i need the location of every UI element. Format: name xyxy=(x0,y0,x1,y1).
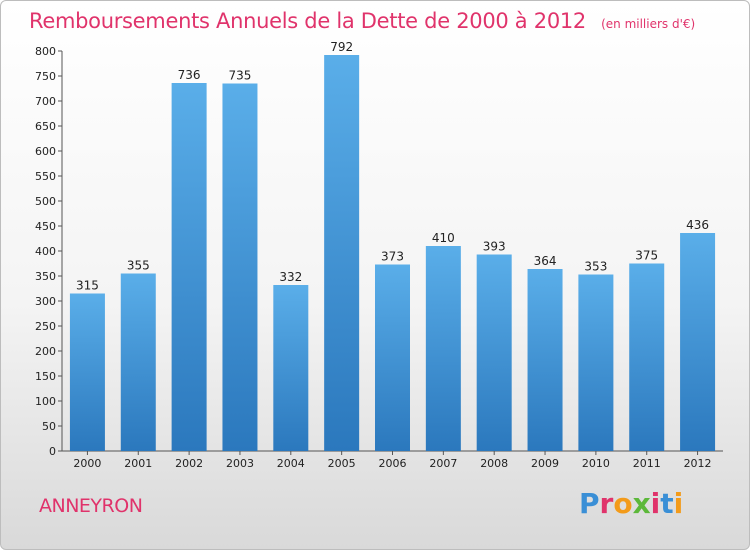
y-tick-label: 250 xyxy=(35,320,56,333)
x-tick-label-2008: 2008 xyxy=(480,457,508,470)
bar-2007 xyxy=(425,246,461,451)
city-name: ANNEYRON xyxy=(39,495,143,517)
y-tick-label: 150 xyxy=(35,370,56,383)
chart-bars xyxy=(69,55,716,451)
bar-2002 xyxy=(171,83,207,451)
y-tick-label: 550 xyxy=(35,170,56,183)
bar-2003 xyxy=(222,83,258,451)
value-label-2003: 735 xyxy=(229,69,252,83)
y-tick-label: 500 xyxy=(35,195,56,208)
value-label-2001: 355 xyxy=(127,259,150,273)
chart-axes: 0 50 100 150 200 250 300 350 400 450 500 550 600 650 7… xyxy=(35,45,723,458)
value-label-2005: 792 xyxy=(330,40,353,54)
y-tick-label: 600 xyxy=(35,145,56,158)
bar-2001 xyxy=(120,273,156,451)
y-tick-label: 300 xyxy=(35,295,56,308)
bar-2012 xyxy=(680,233,716,451)
x-tick-label-2005: 2005 xyxy=(328,457,356,470)
value-label-2011: 375 xyxy=(635,249,658,263)
x-tick-label-2004: 2004 xyxy=(277,457,305,470)
value-label-2009: 364 xyxy=(534,254,557,268)
y-tick-label: 400 xyxy=(35,245,56,258)
bar-2010 xyxy=(578,274,614,451)
bar-2005 xyxy=(324,55,360,451)
x-tick-label-2009: 2009 xyxy=(531,457,559,470)
x-tick-label-2007: 2007 xyxy=(429,457,457,470)
y-tick-label: 800 xyxy=(35,45,56,58)
value-label-2012: 436 xyxy=(686,218,709,232)
x-tick-label-2006: 2006 xyxy=(379,457,407,470)
y-tick-label: 50 xyxy=(42,420,56,433)
y-tick-label: 0 xyxy=(49,445,56,458)
bar-2009 xyxy=(527,269,563,451)
logo-letter: i xyxy=(673,487,684,520)
x-tick-label-2003: 2003 xyxy=(226,457,254,470)
y-tick-label: 750 xyxy=(35,70,56,83)
value-label-2007: 410 xyxy=(432,231,455,245)
x-tick-label-2001: 2001 xyxy=(124,457,152,470)
chart-title-block: Remboursements Annuels de la Dette de 20… xyxy=(29,9,695,33)
proxiti-logo: Proxiti xyxy=(579,487,683,520)
chart-subtitle: (en milliers d'€) xyxy=(601,17,696,31)
x-tick-label-2000: 2000 xyxy=(73,457,101,470)
logo-letter: i xyxy=(650,487,661,520)
bar-2004 xyxy=(273,285,309,451)
x-tick-label-2012: 2012 xyxy=(684,457,712,470)
y-tick-label: 350 xyxy=(35,270,56,283)
logo-letter: t xyxy=(660,487,674,520)
y-tick-label: 450 xyxy=(35,220,56,233)
y-tick-label: 650 xyxy=(35,120,56,133)
bar-2006 xyxy=(375,264,410,451)
value-label-2008: 393 xyxy=(483,240,506,254)
logo-letter: o xyxy=(613,487,633,520)
logo-letter: r xyxy=(599,487,614,520)
value-label-2002: 736 xyxy=(178,68,201,82)
y-tick-label: 700 xyxy=(35,95,56,108)
y-tick-label: 100 xyxy=(35,395,56,408)
value-label-2000: 315 xyxy=(76,279,99,293)
x-tick-label-2010: 2010 xyxy=(582,457,610,470)
chart-labels: 2000 315 2001 355 2002 736 2003 735 2004 332 2005 7… xyxy=(73,40,711,470)
bar-2008 xyxy=(476,254,512,451)
value-label-2006: 373 xyxy=(381,250,404,264)
value-label-2004: 332 xyxy=(279,270,302,284)
bar-2000 xyxy=(69,293,105,451)
bar-2011 xyxy=(629,263,665,451)
logo-letter: P xyxy=(579,487,600,520)
value-label-2010: 353 xyxy=(584,260,607,274)
y-tick-label: 200 xyxy=(35,345,56,358)
x-tick-label-2011: 2011 xyxy=(633,457,661,470)
x-tick-label-2002: 2002 xyxy=(175,457,203,470)
logo-letter: x xyxy=(632,487,651,520)
chart-title: Remboursements Annuels de la Dette de 20… xyxy=(29,9,586,33)
